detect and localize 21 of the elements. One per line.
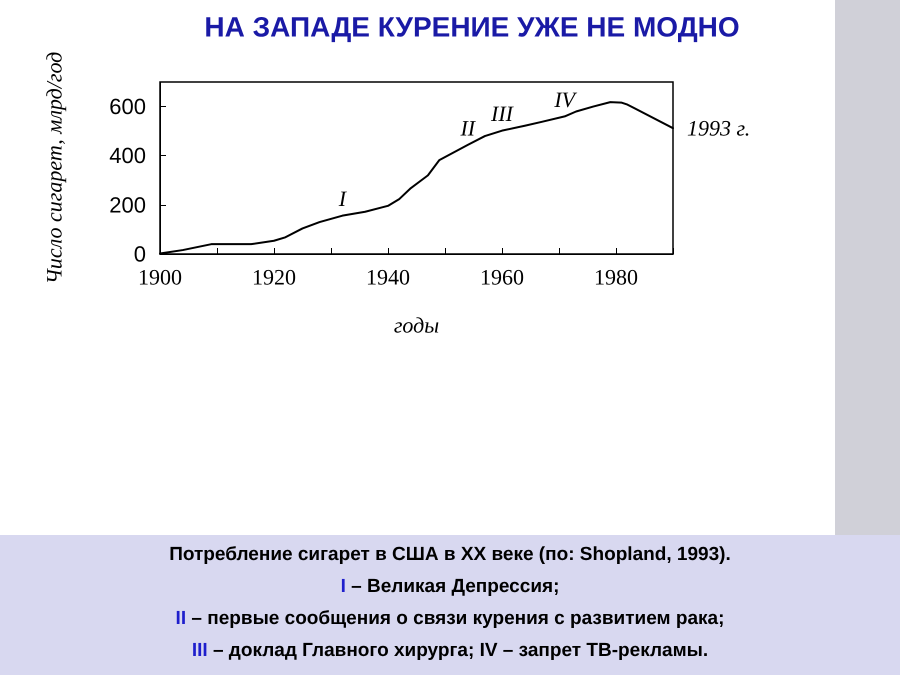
chart-title: НА ЗАПАДЕ КУРЕНИЕ УЖЕ НЕ МОДНО — [204, 12, 740, 42]
x-tick-label: 1960 — [480, 264, 524, 290]
x-axis-title: годы — [394, 312, 440, 338]
annotation: II — [459, 115, 477, 140]
annotation: IV — [553, 86, 578, 112]
text: III – доклад Главного хирурга; IV – запрет ТВ-рекламы. — [192, 640, 708, 661]
y-axis-title: Число сигарет, млрд/год — [42, 52, 66, 284]
annotation: 1993 г. — [687, 116, 750, 141]
x-tick-label: 1980 — [594, 264, 638, 290]
y-tick-label: 400 — [109, 143, 146, 168]
annotation: I — [338, 186, 348, 212]
x-tick-label: 1940 — [366, 264, 410, 290]
annotation: III — [490, 101, 515, 126]
x-tick-label: 1900 — [138, 264, 182, 290]
text: II – первые сообщения о связи курения с развитием рака; — [176, 608, 724, 629]
x-tick-label: 1920 — [252, 264, 296, 290]
y-tick-label: 0 — [134, 242, 146, 266]
text: I – Великая Депрессия; — [340, 576, 560, 597]
y-tick-label: 200 — [109, 192, 146, 218]
y-tick-label: 600 — [109, 94, 146, 120]
text: Потребление сигарет в США в XX веке (по: Shopland, 1993). — [169, 544, 731, 565]
